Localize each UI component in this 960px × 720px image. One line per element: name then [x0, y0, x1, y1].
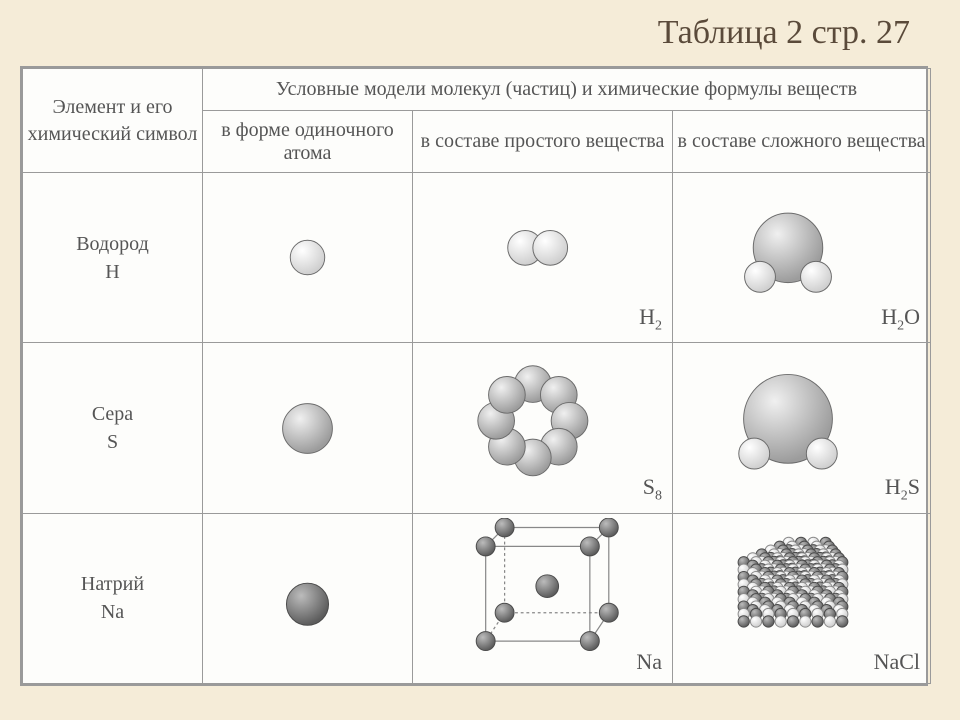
- formula-s8: S8: [643, 474, 662, 504]
- s8-svg: [417, 348, 668, 509]
- table-row: Натрий Na Na NaCl: [23, 513, 931, 683]
- page-title: Таблица 2 стр. 27: [20, 14, 910, 52]
- col-header-element: Элемент и его химический символ: [23, 69, 203, 173]
- formula-h2s: H2S: [885, 474, 920, 504]
- cell-h2o-molecule: H2O: [673, 173, 931, 343]
- cell-s8-molecule: S8: [413, 343, 673, 513]
- cell-nacl-crystal: NaCl: [673, 513, 931, 683]
- table-row: Водород H: [23, 173, 931, 343]
- col-header-single-atom: в форме одиночного атома: [203, 111, 413, 173]
- formula-nacl: NaCl: [874, 649, 920, 675]
- cell-na-lattice: Na: [413, 513, 673, 683]
- s-atom-svg: [207, 348, 408, 509]
- na-lattice-svg: [417, 518, 668, 679]
- element-name: Водород: [27, 230, 198, 258]
- h2-svg: [417, 177, 668, 338]
- cell-na-atom: [203, 513, 413, 683]
- col-header-group: Условные модели молекул (частиц) и химич…: [203, 69, 931, 111]
- row-label-sodium: Натрий Na: [23, 513, 203, 683]
- element-symbol: S: [27, 428, 198, 456]
- cell-h-atom: [203, 173, 413, 343]
- cell-h2-molecule: H2: [413, 173, 673, 343]
- element-symbol: H: [27, 258, 198, 286]
- element-symbol: Na: [27, 598, 198, 626]
- row-label-hydrogen: Водород H: [23, 173, 203, 343]
- element-name: Натрий: [27, 570, 198, 598]
- row-label-sulfur: Сера S: [23, 343, 203, 513]
- molecule-table: Элемент и его химический символ Условные…: [22, 68, 931, 684]
- col-header-simple-substance: в составе простого вещества: [413, 111, 673, 173]
- atom-h-svg: [207, 177, 408, 338]
- formula-h2: H2: [639, 304, 662, 334]
- col-header-compound: в составе сложного вещества: [673, 111, 931, 173]
- formula-h2o: H2O: [881, 304, 920, 334]
- table-row: Сера S S8 H2S: [23, 343, 931, 513]
- element-name: Сера: [27, 400, 198, 428]
- cell-s-atom: [203, 343, 413, 513]
- table-container: Элемент и его химический символ Условные…: [20, 66, 928, 686]
- formula-na: Na: [636, 649, 662, 675]
- cell-h2s-molecule: H2S: [673, 343, 931, 513]
- na-atom-svg: [207, 518, 408, 679]
